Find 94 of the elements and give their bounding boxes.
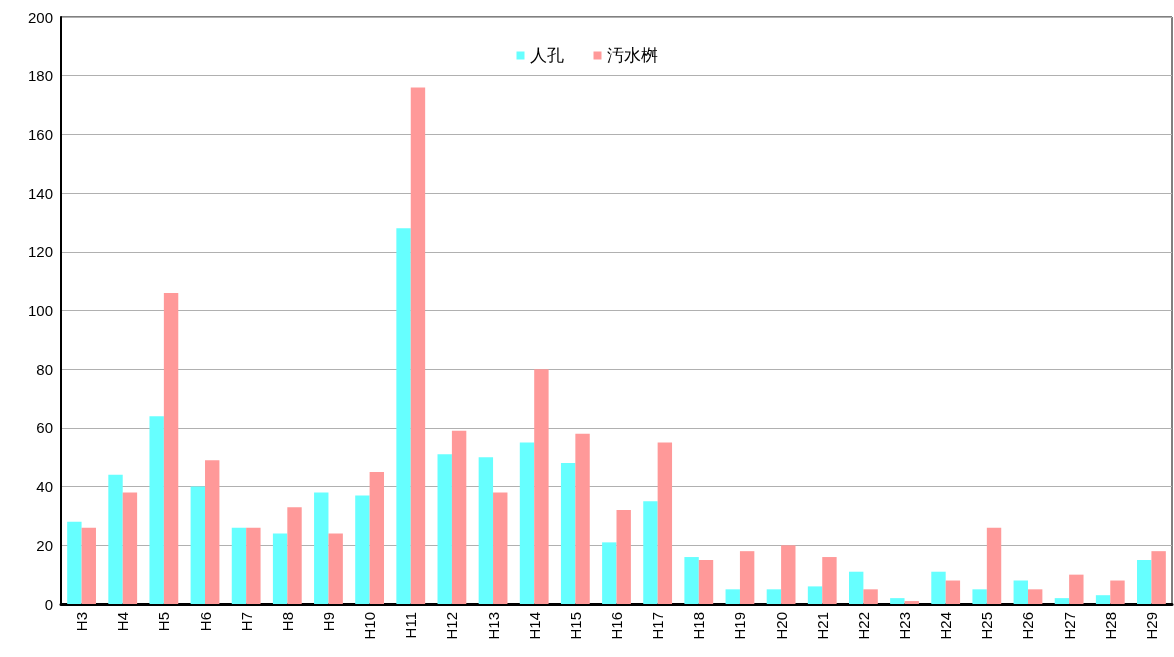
bar [149,416,164,604]
x-tick-label: H25 [978,612,996,640]
bar [190,486,206,604]
bar [1027,589,1043,604]
bar [314,492,329,604]
bar [369,471,385,604]
bar [575,433,590,604]
bar [986,527,1002,604]
bar [1013,580,1028,604]
bar [602,542,617,604]
bar [81,527,96,604]
bar [534,369,549,604]
x-tick-label: H29 [1142,612,1160,640]
bar [287,507,302,604]
bar [437,454,452,604]
bar [972,589,987,604]
bar [560,463,576,604]
x-tick-label: H10 [361,612,379,640]
x-tick-label: H8 [278,612,296,632]
x-tick-label: H23 [896,612,914,640]
bar [643,501,658,604]
bar [163,292,179,604]
bar [122,492,138,604]
bar [246,527,261,604]
x-tick-label: H5 [155,612,173,632]
bar [272,533,288,604]
y-tick-label: 20 [36,536,53,554]
bar [766,589,782,604]
bar [931,571,946,604]
bar [945,580,961,604]
x-tick-label: H27 [1060,612,1078,640]
bar [478,457,494,604]
y-tick-label: 180 [27,67,53,85]
bar [848,571,864,604]
x-tick-label: H13 [484,612,502,640]
y-tick-label: 0 [44,595,53,613]
bar [1137,559,1152,604]
bar [781,545,796,604]
x-tick-label: H18 [690,612,708,640]
bar [205,460,220,604]
x-tick-label: H17 [649,612,667,640]
bar [410,87,426,604]
x-tick-label: H4 [114,612,132,632]
x-tick-label: H12 [443,612,461,640]
bar [328,533,343,604]
x-tick-label: H11 [402,612,420,639]
legend-label: 汚水桝 [606,46,658,65]
y-tick-label: 160 [27,125,53,143]
x-tick-label: H24 [937,612,955,640]
bar [904,601,919,604]
x-tick-label: H16 [608,612,625,640]
bar [822,557,837,604]
x-tick-label: H20 [772,612,790,640]
y-tick-label: 60 [36,419,53,437]
x-tick-label: H7 [237,612,255,632]
bar [108,474,123,604]
x-tick-label: H6 [196,612,214,632]
bar [231,527,247,604]
x-tick-label: H22 [854,612,872,640]
x-tick-label: H3 [73,612,91,632]
bar [67,521,82,604]
bar [1054,598,1070,604]
bar [725,589,740,604]
y-tick-label: 200 [27,8,53,26]
x-tick-label: H14 [525,612,543,640]
bar [807,586,823,604]
x-tick-label: H26 [1019,612,1037,640]
bar [451,430,467,604]
bar [698,559,714,604]
bar [519,442,535,604]
x-tick-label: H9 [319,612,337,632]
bar [493,492,508,604]
bar [396,228,411,604]
bar [616,510,631,604]
x-tick-label: H21 [813,612,831,640]
bar [1069,574,1084,604]
bar [1095,595,1111,604]
x-tick-label: H15 [566,612,584,640]
y-tick-label: 140 [27,184,53,202]
bar [890,598,905,604]
y-tick-label: 100 [27,302,53,319]
legend-label: 人孔 [529,46,564,65]
bar [739,551,755,604]
bar [657,442,673,604]
bar [1110,580,1125,604]
y-tick-label: 120 [27,243,53,261]
y-tick-label: 80 [36,360,53,378]
x-tick-label: H19 [731,612,749,640]
bar [863,589,878,604]
bar [684,557,699,604]
bar [355,495,370,604]
x-tick-label: H28 [1101,612,1119,640]
bar [1151,551,1166,604]
y-tick-label: 40 [36,478,53,496]
